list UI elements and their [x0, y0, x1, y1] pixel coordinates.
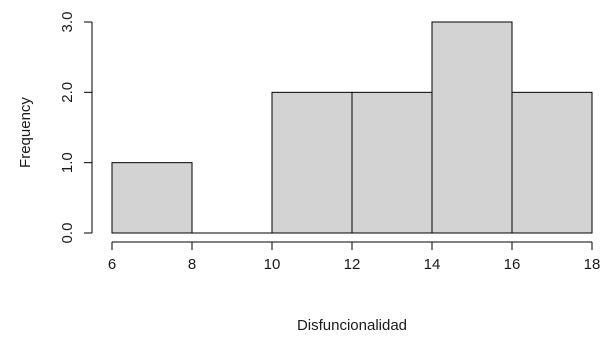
histogram-bar-6-8	[111, 162, 193, 234]
y-tick-label-2: 2.0	[59, 82, 76, 103]
x-tick-label-10: 10	[264, 256, 281, 273]
y-tick-label-1: 1.0	[59, 152, 76, 173]
x-tick-label-6: 6	[108, 256, 116, 273]
histogram-bar-10-12	[271, 91, 353, 234]
x-tick-label-14: 14	[424, 256, 441, 273]
y-axis: 0.0 1.0 2.0 3.0	[59, 12, 93, 244]
x-axis: 6 8 10 12 14 16 18	[108, 241, 601, 273]
x-axis-title: Disfuncionalidad	[297, 317, 407, 334]
histogram-bar-14-16	[431, 21, 513, 234]
histogram-bar-16-18	[511, 91, 593, 234]
y-tick-label-0: 0.0	[59, 223, 76, 244]
y-tick-label-3: 3.0	[59, 12, 76, 33]
histogram-bar-12-14	[351, 91, 433, 234]
x-tick-label-8: 8	[188, 256, 196, 273]
x-tick-label-18: 18	[584, 256, 601, 273]
x-tick-label-12: 12	[344, 256, 361, 273]
histogram-bars	[111, 21, 593, 234]
x-tick-label-16: 16	[504, 256, 521, 273]
y-axis-title: Frequency	[17, 97, 34, 168]
